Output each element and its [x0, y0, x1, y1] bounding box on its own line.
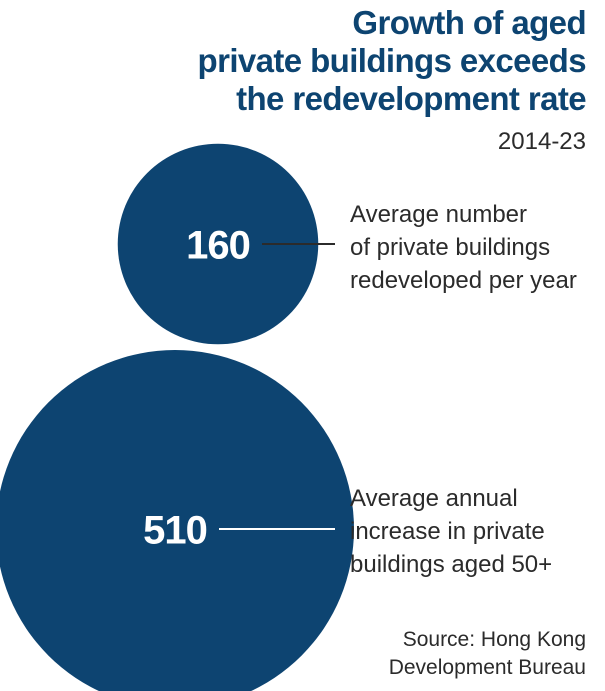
description-line: increase in private: [350, 518, 545, 545]
chart-title-line: private buildings exceeds: [197, 42, 587, 79]
source-line: Source: Hong Kong: [402, 628, 586, 651]
bubble-value-label: 510: [143, 508, 207, 552]
description-line: Average annual: [350, 485, 518, 512]
chart-subtitle: 2014-23: [497, 128, 586, 155]
bubble-description-aged-increase: Average annual increase in private build…: [350, 482, 600, 581]
description-line: of private buildings: [350, 234, 551, 261]
chart-title: Growth of aged private buildings exceeds…: [86, 4, 587, 118]
source-line: Development Bureau: [388, 656, 586, 679]
description-line: buildings aged 50+: [350, 551, 553, 578]
bubble-value-label: 160: [186, 223, 250, 267]
chart-title-line: Growth of aged: [352, 4, 586, 41]
bubble-description-redeveloped: Average number of private buildings rede…: [350, 198, 600, 297]
description-line: Average number: [350, 201, 527, 228]
bubble-510: [0, 350, 354, 691]
chart-title-line: the redevelopment rate: [236, 80, 587, 117]
description-line: redeveloped per year: [350, 267, 577, 294]
bubble-160: [117, 143, 319, 345]
source-note: Source: Hong Kong Development Bureau: [389, 626, 586, 682]
